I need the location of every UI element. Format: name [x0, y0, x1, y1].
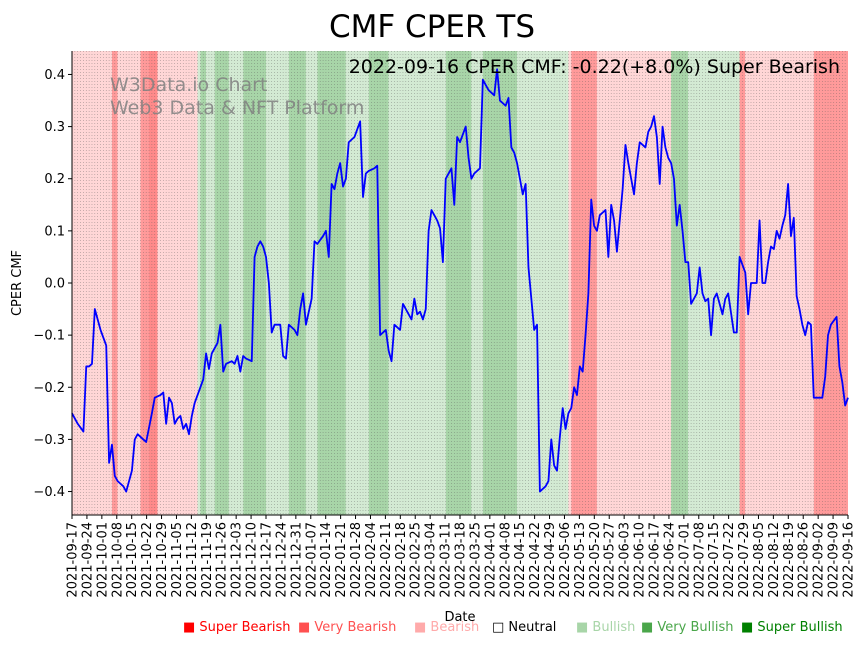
- x-tick-label: 2022-05-20: [588, 522, 603, 598]
- x-tick-label: 2021-12-10: [245, 522, 260, 598]
- legend: ■ Super Bearish ■ Very Bearish ■ Bearish…: [0, 620, 864, 640]
- sentiment-band-bullish: [537, 51, 569, 515]
- x-tick-label: 2022-01-07: [304, 522, 319, 598]
- legend-very-bearish: ■ Very Bearish: [298, 620, 397, 635]
- x-tick-label: 2022-06-17: [648, 522, 663, 598]
- x-tick-label: 2021-10-08: [110, 522, 125, 598]
- x-tick-label: 2021-10-22: [140, 522, 155, 598]
- x-tick-label: 2022-01-21: [334, 522, 349, 598]
- sentiment-band-bullish: [228, 51, 244, 515]
- x-tick-label: 2022-04-29: [543, 522, 558, 598]
- x-tick-label: 2021-10-01: [95, 522, 110, 598]
- x-tick-label: 2021-11-05: [170, 522, 185, 598]
- x-tick-label: 2022-07-15: [707, 522, 722, 598]
- x-tick-label: 2022-04-15: [513, 522, 528, 598]
- x-tick-label: 2021-11-26: [215, 522, 230, 598]
- legend-bearish: ■ Bearish: [414, 620, 480, 635]
- sentiment-band-very-bearish: [140, 51, 150, 515]
- sentiment-band-bullish: [206, 51, 215, 515]
- y-tick-label: −0.4: [33, 485, 65, 500]
- x-tick-label: 2022-08-12: [767, 522, 782, 598]
- y-tick-label: 0.2: [44, 172, 65, 187]
- legend-neutral: □ Neutral: [492, 620, 557, 635]
- sentiment-band-very-bearish: [571, 51, 597, 515]
- x-tick-label: 2022-09-16: [842, 522, 857, 598]
- x-tick-label: 2022-06-10: [633, 522, 648, 598]
- x-tick-label: 2022-05-06: [558, 522, 573, 598]
- x-tick-label: 2022-05-13: [573, 522, 588, 598]
- x-tick-label: 2022-04-01: [483, 522, 498, 598]
- sentiment-band-super-bearish: [149, 51, 158, 515]
- legend-bullish: ■ Bullish: [576, 620, 636, 635]
- y-axis-ticks: −0.4 −0.3 −0.2 −0.1 0.0 0.1 0.2 0.3 0.4: [33, 68, 72, 500]
- y-tick-label: −0.3: [33, 433, 65, 448]
- x-tick-label: 2021-10-15: [125, 522, 140, 598]
- legend-super-bearish: ■ Super Bearish: [183, 620, 291, 635]
- legend-super-bullish: ■ Super Bullish: [741, 620, 843, 635]
- watermark-line-2: Web3 Data & NFT Platform: [110, 97, 364, 119]
- sentiment-band-bearish: [568, 51, 572, 515]
- x-tick-label: 2022-07-01: [677, 522, 692, 598]
- x-tick-label: 2021-11-12: [185, 522, 200, 598]
- x-tick-label: 2022-02-11: [379, 522, 394, 598]
- watermark-line-1: W3Data.io Chart: [110, 74, 267, 96]
- x-tick-label: 2021-09-17: [66, 522, 81, 598]
- x-tick-label: 2022-05-27: [603, 522, 618, 598]
- x-axis-label: Date: [444, 610, 475, 625]
- x-tick-label: 2022-03-11: [439, 522, 454, 598]
- y-tick-label: 0.4: [44, 68, 65, 83]
- y-axis-label: CPER CMF: [10, 250, 25, 316]
- x-tick-label: 2021-10-29: [155, 522, 170, 598]
- x-tick-label: 2021-12-17: [260, 522, 275, 598]
- y-tick-label: 0.1: [44, 224, 65, 239]
- x-tick-label: 2022-02-04: [364, 522, 379, 598]
- y-tick-label: 0.3: [44, 120, 65, 135]
- x-tick-label: 2022-03-25: [468, 522, 483, 598]
- x-tick-label: 2022-04-22: [528, 522, 543, 598]
- x-tick-label: 2021-11-19: [200, 522, 215, 598]
- chart-title: CMF CPER TS: [329, 9, 535, 45]
- x-tick-label: 2021-12-24: [274, 522, 289, 598]
- x-tick-label: 2022-06-03: [618, 522, 633, 598]
- x-tick-label: 2022-07-22: [722, 522, 737, 598]
- watermark: W3Data.io Chart Web3 Data & NFT Platform: [110, 74, 364, 119]
- x-tick-label: 2022-02-18: [394, 522, 409, 598]
- x-tick-label: 2022-04-08: [498, 522, 513, 598]
- x-tick-label: 2022-01-14: [319, 522, 334, 598]
- x-tick-label: 2022-02-25: [409, 522, 424, 598]
- series-line-cper-cmf: [71, 68, 849, 493]
- x-tick-label: 2021-12-03: [230, 522, 245, 598]
- x-tick-label: 2022-09-09: [827, 522, 842, 598]
- sentiment-band-very-bullish: [214, 51, 229, 515]
- x-tick-label: 2022-08-26: [797, 522, 812, 598]
- y-tick-label: −0.2: [33, 381, 65, 396]
- legend-very-bullish: ■ Very Bullish: [641, 620, 734, 635]
- x-tick-label: 2022-03-18: [454, 522, 469, 598]
- x-tick-label: 2022-06-24: [662, 522, 677, 598]
- x-tick-label: 2021-12-31: [289, 522, 304, 598]
- x-tick-label: 2022-08-05: [752, 522, 767, 598]
- x-axis-ticks: 2021-09-17 2021-09-24 2021-10-01 2021-10-08…: [66, 515, 857, 598]
- x-tick-label: 2022-09-02: [812, 522, 827, 598]
- y-tick-label: −0.1: [33, 329, 65, 344]
- latest-value-annotation: 2022-09-16 CPER CMF: -0.22(+8.0%) Super …: [349, 56, 840, 78]
- x-tick-label: 2022-07-29: [737, 522, 752, 598]
- x-tick-label: 2022-08-19: [782, 522, 797, 598]
- sentiment-band-bullish: [197, 51, 201, 515]
- sentiment-band-very-bullish: [445, 51, 472, 515]
- x-tick-label: 2022-07-08: [692, 522, 707, 598]
- x-tick-label: 2021-09-24: [80, 522, 95, 598]
- x-tick-label: 2022-03-04: [424, 522, 439, 598]
- sentiment-band-bullish: [517, 51, 538, 515]
- y-tick-label: 0.0: [44, 277, 65, 292]
- x-tick-label: 2022-01-28: [349, 522, 364, 598]
